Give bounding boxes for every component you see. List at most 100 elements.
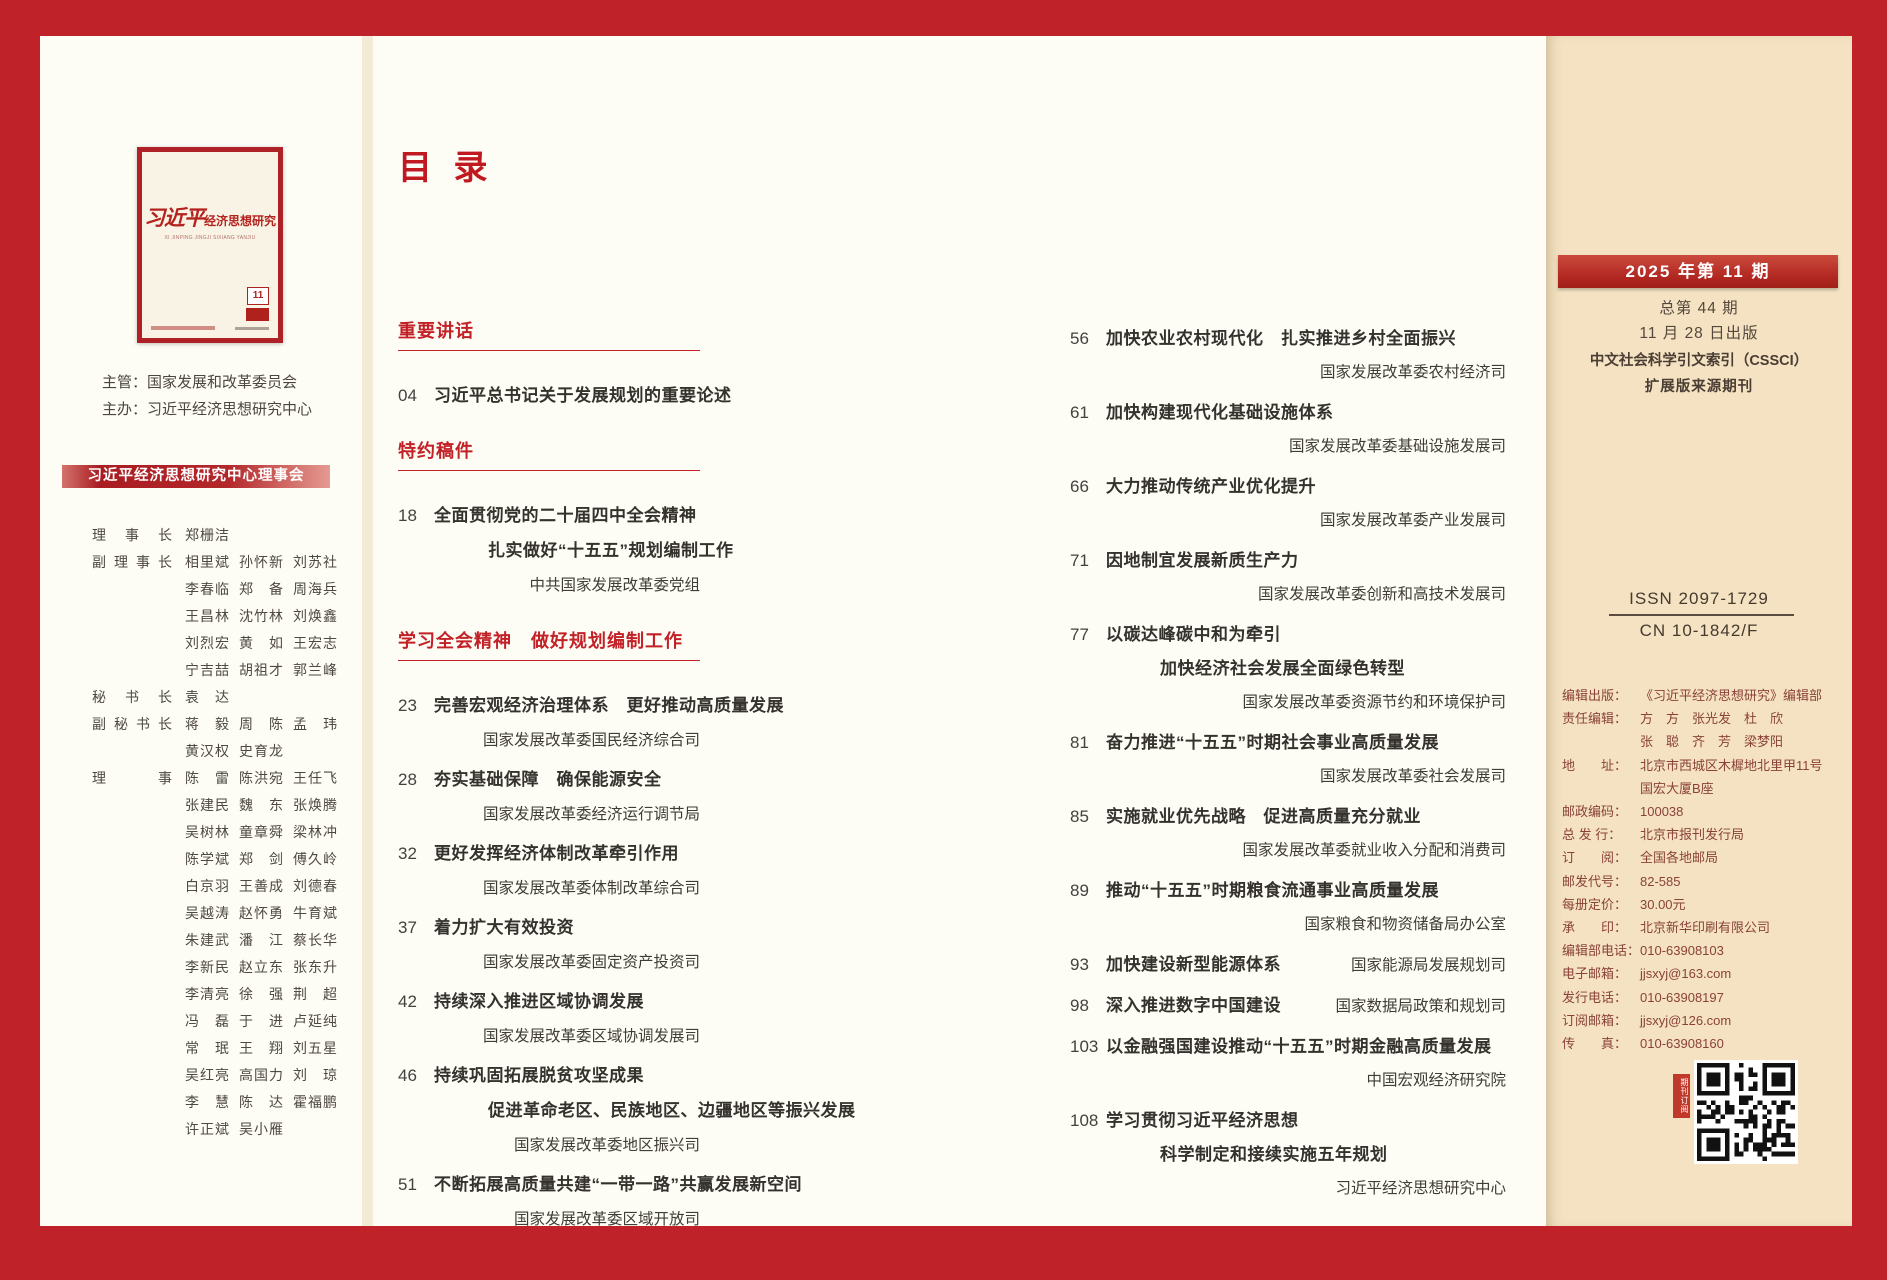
toc-entry[interactable]: 18 全面贯彻党的二十届四中全会精神 扎实做好“十五五”规划编制工作 中共国家发… [398, 498, 733, 603]
article-title: 深入推进数字中国建设 [1106, 996, 1281, 1015]
council-names: 张建民 魏东 张焕腾 [185, 792, 347, 819]
toc-entry[interactable]: 04 习近平总书记关于发展规划的重要论述 [398, 378, 731, 413]
toc-entry[interactable]: 37 着力扩大有效投资 国家发展改革委固定资产投资司 [398, 910, 700, 980]
toc-entry[interactable]: 42 持续深入推进区域协调发展 国家发展改革委区域协调发展司 [398, 984, 700, 1054]
council-member-name: 张焕腾 [293, 797, 337, 813]
council-member-name: 相里斌 [185, 554, 229, 570]
toc-entry[interactable]: 71 因地制宜发展新质生产力 国家发展改革委创新和高技术发展司 [1070, 544, 1506, 612]
toc-entry-title-row: 108 学习贯彻习近平经济思想 [1070, 1104, 1506, 1138]
council-member-name: 孙怀新 [239, 554, 283, 570]
publisher-info-line: 地 址： 北京市西城区木樨地北里甲11号 [1562, 754, 1848, 777]
council-member-name: 陈洪宛 [239, 770, 283, 786]
article-byline: 国家发展改革委资源节约和环境保护司 [1242, 694, 1506, 711]
council-member-name: 张东升 [293, 959, 337, 975]
toc-entry[interactable]: 77 以碳达峰碳中和为牵引 加快经济社会发展全面绿色转型 国家发展改革委资源节约… [1070, 618, 1506, 720]
publisher-info-line: 电子邮箱： jjsxyj@163.com [1562, 962, 1848, 985]
publisher-info-line: 传 真： 010-63908160 [1562, 1032, 1848, 1055]
toc-entry[interactable]: 108 学习贯彻习近平经济思想 科学制定和接续实施五年规划 习近平经济思想研究中… [1070, 1104, 1506, 1206]
council-names: 冯磊 于进 卢延纯 [185, 1008, 347, 1035]
publisher-info-line: 国宏大厦B座 [1562, 777, 1848, 800]
publisher-info-label: 邮发代号： [1562, 873, 1628, 889]
toc-entry[interactable]: 28 夯实基础保障 确保能源安全 国家发展改革委经济运行调节局 [398, 762, 700, 832]
publisher-info-value: jjsxyj@163.com [1640, 966, 1732, 982]
journal-cover-thumbnail: 习近平经济思想研究 XI JINPING JINGJI SIXIANG YANJ… [137, 147, 283, 343]
council-member-name: 梁林冲 [293, 824, 337, 840]
toc-entry[interactable]: 66 大力推动传统产业优化提升 国家发展改革委产业发展司 [1070, 470, 1506, 538]
publisher-info-value: 30.00元 [1640, 896, 1686, 912]
toc-entry-title-row: 37 着力扩大有效投资 [398, 910, 700, 945]
toc-entry-title-row: 28 夯实基础保障 确保能源安全 [398, 762, 700, 797]
council-member-name: 徐强 [239, 986, 283, 1002]
council-member-name: 郑剑 [239, 851, 283, 867]
council-member-name: 刘焕鑫 [293, 608, 337, 624]
council-names: 朱建武 潘江 蔡长华 [185, 927, 347, 954]
toc-entry[interactable]: 46 持续巩固拓展脱贫攻坚成果 促进革命老区、民族地区、边疆地区等振兴发展 国家… [398, 1058, 856, 1163]
toc-entry[interactable]: 85 实施就业优先战略 促进高质量充分就业 国家发展改革委就业收入分配和消费司 [1070, 800, 1506, 868]
article-byline: 国家发展改革委创新和高技术发展司 [1257, 586, 1506, 603]
publisher-info-line: 邮发代号： 82-585 [1562, 870, 1848, 893]
article-title: 习近平总书记关于发展规划的重要论述 [434, 386, 732, 405]
article-subtitle: 科学制定和接续实施五年规划 [1160, 1145, 1388, 1164]
council-names: 吴红亮 高国力 刘琼 [185, 1062, 347, 1089]
toc-entry[interactable]: 98 深入推进数字中国建设 国家数据局政策和规划司 [1070, 989, 1506, 1024]
toc-entry[interactable]: 81 奋力推进“十五五”时期社会事业高质量发展 国家发展改革委社会发展司 [1070, 726, 1506, 794]
page-body: 习近平经济思想研究 XI JINPING JINGJI SIXIANG YANJ… [40, 36, 1852, 1228]
council-row: 朱建武 潘江 蔡长华 [92, 927, 360, 954]
council-names: 李新民 赵立东 张东升 [185, 954, 347, 981]
council-names: 宁吉喆 胡祖才 郭兰峰 [185, 657, 347, 684]
publisher-info-value: 全国各地邮局 [1640, 850, 1719, 866]
toc-entry-title-row: 85 实施就业优先战略 促进高质量充分就业 [1070, 800, 1506, 834]
publisher-info-line: 编辑部电话：010-63908103 [1562, 939, 1848, 962]
toc-entry-title-row: 61 加快构建现代化基础设施体系 [1070, 396, 1506, 430]
article-title: 完善宏观经济治理体系 更好推动高质量发展 [434, 696, 784, 715]
page-number: 98 [1070, 996, 1089, 1015]
council-names: 郑栅洁 [185, 522, 239, 549]
article-title: 学习贯彻习近平经济思想 [1106, 1111, 1299, 1130]
toc-entry-title-row: 77 以碳达峰碳中和为牵引 [1070, 618, 1506, 652]
council-member-name: 王昌林 [185, 608, 229, 624]
publisher-info-value: 010-63908197 [1640, 989, 1724, 1005]
issue-banner: 2025 年第 11 期 [1558, 255, 1838, 288]
publisher-info-line: 责任编辑： 方 方 张光发 杜 欣 [1562, 707, 1848, 730]
toc-entry-title-row: 18 全面贯彻党的二十届四中全会精神 [398, 498, 700, 533]
page-number: 23 [398, 696, 417, 715]
page-number: 93 [1070, 955, 1089, 974]
article-title: 推动“十五五”时期粮食流通事业高质量发展 [1106, 881, 1439, 900]
toc-entry[interactable]: 103 以金融强国建设推动“十五五”时期金融高质量发展 中国宏观经济研究院 [1070, 1030, 1506, 1098]
toc-entry[interactable]: 51 不断拓展高质量共建“一带一路”共赢发展新空间 国家发展改革委区域开放司 [398, 1167, 802, 1237]
toc-entry[interactable]: 61 加快构建现代化基础设施体系 国家发展改革委基础设施发展司 [1070, 396, 1506, 464]
toc-entry[interactable]: 93 加快建设新型能源体系 国家能源局发展规划司 [1070, 948, 1506, 983]
council-member-name: 李慧 [185, 1094, 229, 1110]
toc-entry[interactable]: 32 更好发挥经济体制改革牵引作用 国家发展改革委体制改革综合司 [398, 836, 700, 906]
council-member-name: 张建民 [185, 797, 229, 813]
toc-column-1: 重要讲话 04 习近平总书记关于发展规划的重要论述 [398, 317, 856, 1241]
council-row: 副秘书长 蒋毅 周陈 孟玮 [92, 711, 360, 738]
organizer-line: 主办：习近平经济思想研究中心 [102, 401, 313, 418]
toc-title: 目 录 [398, 149, 494, 187]
publisher-info-line: 订阅邮箱： jjsxyj@126.com [1562, 1009, 1848, 1032]
council-names: 李春临 郑备 周海兵 [185, 576, 347, 603]
council-row: 常珉 王翔 刘五星 [92, 1035, 360, 1062]
article-byline: 国家发展改革委固定资产投资司 [482, 954, 700, 971]
council-names: 吴树林 童章舜 梁林冲 [185, 819, 347, 846]
publisher-info-label: 承 印： [1562, 920, 1628, 936]
page-number: 51 [398, 1175, 417, 1194]
cssci-index-line1: 中文社会科学引文索引（CSSCI） [1589, 353, 1809, 369]
publisher-info-label: 每册定价： [1562, 896, 1628, 912]
article-title: 大力推动传统产业优化提升 [1106, 477, 1316, 496]
publisher-info-value: 100038 [1640, 804, 1684, 820]
publisher-info-block: 编辑出版： 《习近平经济思想研究》编辑部 责任编辑： 方 方 张光发 杜 欣 张 聪… [1562, 684, 1848, 1055]
publisher-info-label: 编辑部电话： [1562, 943, 1641, 959]
council-member-name: 蒋毅 [185, 716, 229, 732]
publisher-info-label: 订 阅： [1562, 850, 1628, 866]
article-title: 加快构建现代化基础设施体系 [1106, 403, 1334, 422]
article-byline: 国家发展改革委体制改革综合司 [482, 880, 700, 897]
toc-entry[interactable]: 89 推动“十五五”时期粮食流通事业高质量发展 国家粮食和物资储备局办公室 [1070, 874, 1506, 942]
toc-entry[interactable]: 56 加快农业农村现代化 扎实推进乡村全面振兴 国家发展改革委农村经济司 [1070, 322, 1506, 390]
page-number: 28 [398, 770, 417, 789]
toc-entry-title-row: 46 持续巩固拓展脱贫攻坚成果 [398, 1058, 700, 1093]
article-subtitle: 促进革命老区、民族地区、边疆地区等振兴发展 [488, 1101, 856, 1120]
issn-cn-divider [1609, 614, 1794, 616]
toc-entry[interactable]: 23 完善宏观经济治理体系 更好推动高质量发展 国家发展改革委国民经济综合司 [398, 688, 784, 758]
publisher-info-label: 发行电话： [1562, 989, 1628, 1005]
